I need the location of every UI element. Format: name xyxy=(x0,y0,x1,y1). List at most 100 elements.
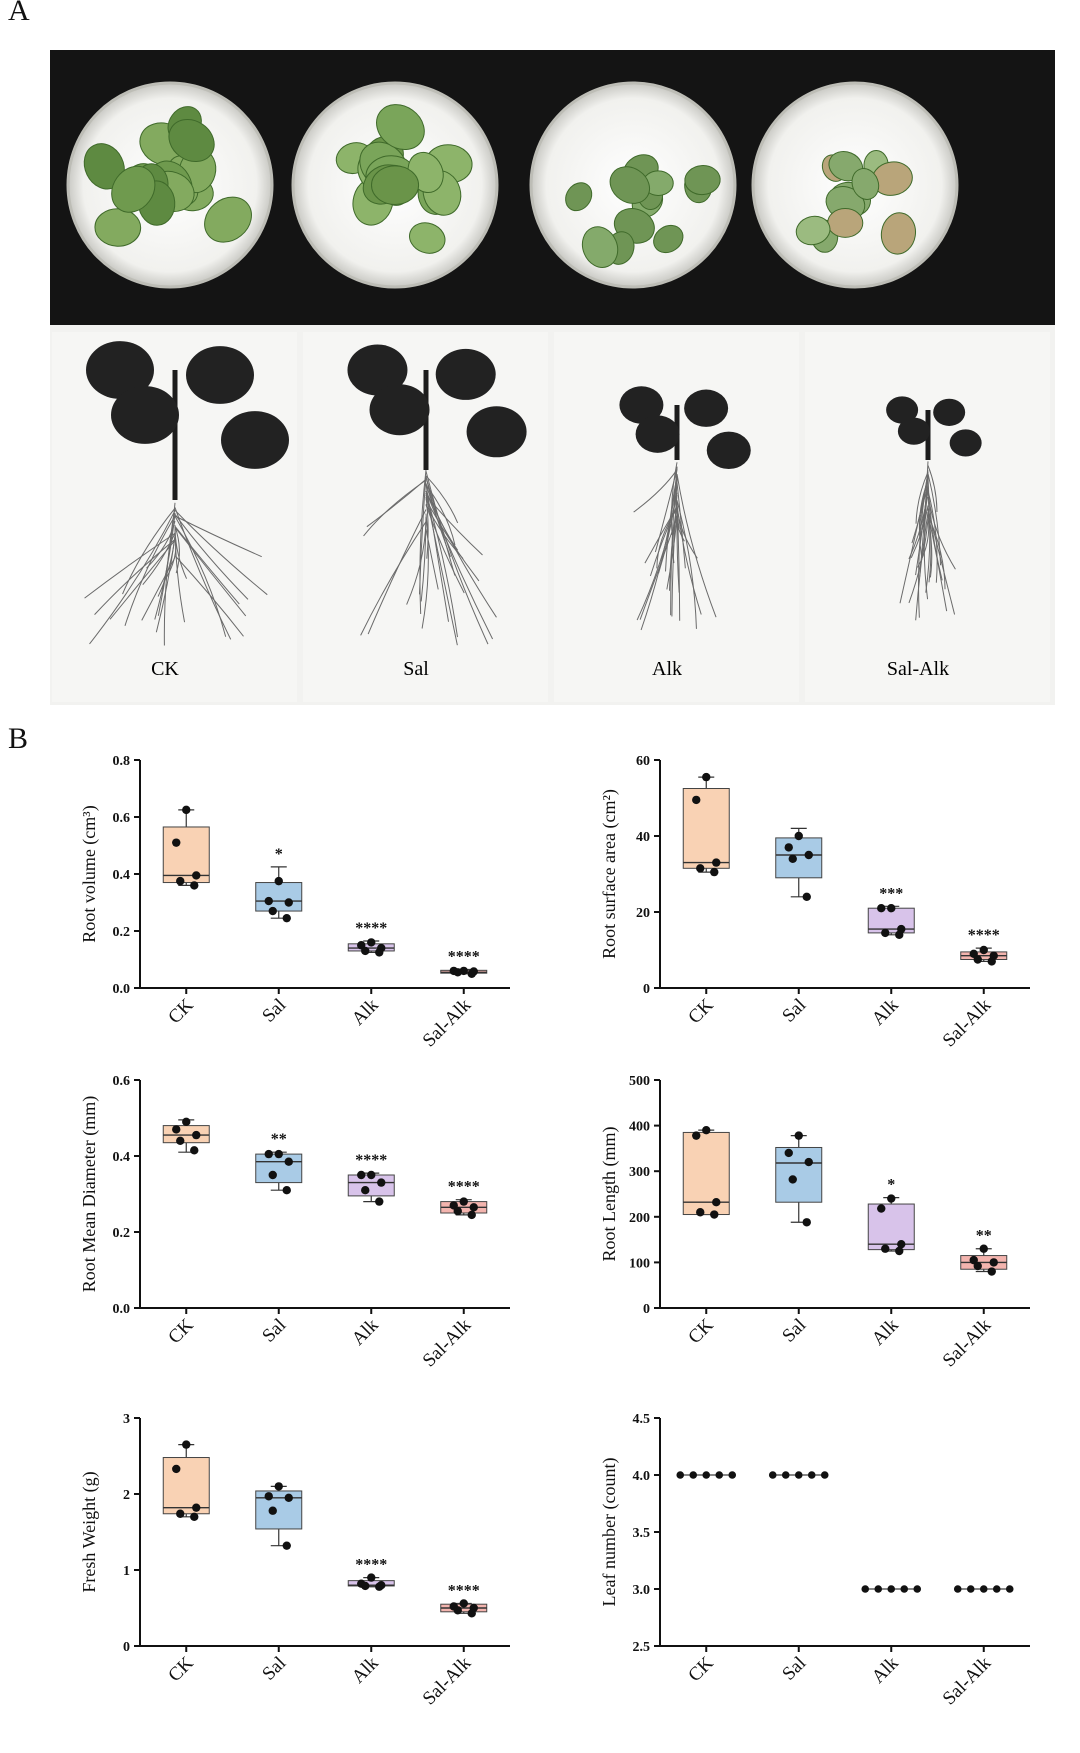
box-sal-alk: **** xyxy=(960,927,1008,966)
box-sal-alk: **** xyxy=(440,948,488,978)
scan-leaf xyxy=(86,341,154,399)
scan-label-sal: Sal xyxy=(403,658,429,680)
x-tick-label-sal: Sal xyxy=(258,995,290,1027)
root-fiber xyxy=(425,504,465,594)
data-point xyxy=(692,795,701,805)
significance-label: **** xyxy=(968,927,1000,944)
x-tick-label-ck: CK xyxy=(684,1314,718,1348)
data-point xyxy=(268,906,277,916)
data-point xyxy=(802,1218,811,1227)
box-sal xyxy=(775,827,823,901)
y-tick-label: 2.5 xyxy=(633,1640,651,1655)
data-point xyxy=(696,1208,705,1217)
y-axis-label: Fresh Weight (g) xyxy=(79,1471,100,1592)
box-iqr xyxy=(255,882,303,912)
data-point xyxy=(887,904,896,913)
scan-leaf xyxy=(949,429,982,457)
root-fiber xyxy=(669,503,678,591)
y-tick-label: 2 xyxy=(123,1488,130,1503)
root-fiber xyxy=(639,517,678,620)
y-tick-label: 3.0 xyxy=(633,1583,651,1598)
y-tick-label: 20 xyxy=(636,906,650,921)
root-fiber xyxy=(174,525,186,623)
leaf xyxy=(565,182,593,212)
y-tick-label: 40 xyxy=(636,830,650,845)
significance-label: **** xyxy=(448,948,480,965)
data-point xyxy=(361,1581,370,1591)
scan-label-sal-alk: Sal-Alk xyxy=(887,658,949,680)
data-point xyxy=(788,1175,797,1184)
x-tick-label-ck: CK xyxy=(684,1652,718,1686)
root-fiber xyxy=(84,532,176,599)
scan-leaf xyxy=(684,389,729,427)
data-point xyxy=(264,896,273,906)
data-point xyxy=(284,898,293,907)
leaf xyxy=(827,208,864,238)
root-fiber xyxy=(406,520,427,605)
root-scan-ck: CK xyxy=(52,332,297,702)
data-point xyxy=(176,1509,185,1518)
scan-leaf xyxy=(897,417,930,445)
x-tick-label-sal-alk: Sal-Alk xyxy=(939,1314,996,1371)
root-fiber xyxy=(927,508,932,583)
x-tick-label-sal-alk: Sal-Alk xyxy=(939,994,996,1051)
scan-leaf xyxy=(933,398,966,426)
petri-dish-sal xyxy=(291,81,499,289)
root-fiber xyxy=(927,491,956,570)
data-point xyxy=(264,1149,273,1159)
box-iqr xyxy=(682,788,730,869)
x-tick-label-alk: Alk xyxy=(868,994,903,1029)
y-axis-label: Root Mean Diameter (mm) xyxy=(79,1096,100,1292)
root-fiber xyxy=(141,557,176,621)
scan-leaf xyxy=(347,344,408,396)
root-fiber xyxy=(927,515,946,590)
box-iqr xyxy=(162,1457,210,1515)
data-point xyxy=(190,1512,199,1521)
significance-label: * xyxy=(887,1177,895,1194)
root-fiber xyxy=(917,516,930,568)
y-tick-label: 0.6 xyxy=(113,1074,131,1089)
data-point xyxy=(712,1198,721,1207)
y-axis-label: Root surface area (cm²) xyxy=(599,789,620,959)
root-fiber xyxy=(649,505,678,577)
chart-svg: 0.0 0.2 0.4 0.6 0.8 Root volume (cm³) CK Sal Alk… xyxy=(79,754,510,1051)
plant-phenotype-photo: CK Sal Alk Sal-Alk xyxy=(50,50,1055,705)
chart-svg: 2.5 3.0 3.5 4.0 4.5 Leaf number (count) CK Sal A… xyxy=(599,1412,1030,1709)
x-tick-label-sal: Sal xyxy=(778,995,810,1027)
root-fiber xyxy=(633,469,678,513)
y-tick-label: 4.0 xyxy=(633,1469,651,1484)
data-point xyxy=(367,1170,376,1180)
root-fiber xyxy=(174,515,262,558)
x-tick-label-alk: Alk xyxy=(868,1314,903,1349)
significance-label: **** xyxy=(355,920,387,937)
x-tick-label-alk: Alk xyxy=(348,1314,383,1349)
leaf xyxy=(168,119,215,163)
data-point xyxy=(176,1136,185,1145)
root-fiber xyxy=(174,526,240,605)
data-point xyxy=(973,955,982,964)
y-axis-label: Leaf number (count) xyxy=(599,1458,620,1607)
data-point xyxy=(453,968,462,977)
x-tick-label-ck: CK xyxy=(164,994,198,1028)
data-point xyxy=(274,1482,283,1491)
chart-root-surface-area: 0 20 40 60 Root surface area (cm²) CK Sal Alk Sa… xyxy=(560,740,1080,1080)
root-fiber xyxy=(425,475,459,524)
data-point xyxy=(192,1503,201,1512)
root-scan-alk: Alk xyxy=(554,332,799,702)
chart-svg: 0 20 40 60 Root surface area (cm²) CK Sal Alk Sa… xyxy=(599,754,1030,1051)
data-point xyxy=(881,928,890,938)
x-tick-label-sal: Sal xyxy=(778,1315,810,1347)
data-point xyxy=(172,1125,181,1134)
scan-leaf xyxy=(635,415,680,453)
root-fiber xyxy=(174,509,268,596)
data-point xyxy=(377,1178,386,1187)
data-point xyxy=(467,1210,476,1220)
data-point xyxy=(182,1440,191,1449)
root-fiber xyxy=(925,496,931,593)
data-point xyxy=(979,945,988,955)
data-point xyxy=(802,892,811,901)
x-tick-label-alk: Alk xyxy=(348,994,383,1029)
box-ck xyxy=(682,772,730,877)
box-sal: * xyxy=(255,846,303,923)
data-point xyxy=(453,1606,462,1615)
